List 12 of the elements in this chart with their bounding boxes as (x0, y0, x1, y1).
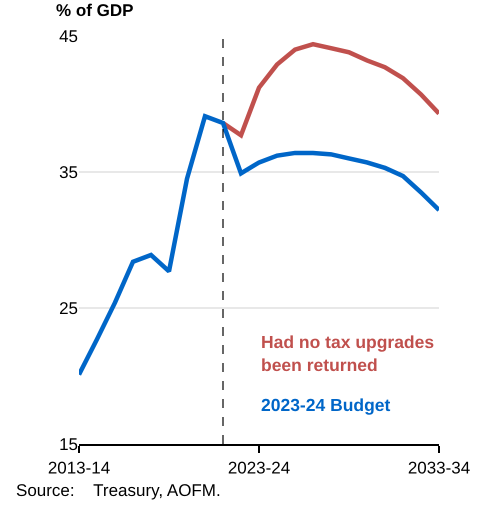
text: 2023-24 Budget (261, 395, 391, 415)
source-note: Source: Treasury, AOFM. (16, 481, 221, 500)
y-tick-label: 15 (59, 434, 78, 454)
y-tick-label: 45 (59, 26, 78, 46)
line-series (79, 114, 439, 377)
x-tick-label: 2033-34 (408, 458, 470, 478)
text: Had no tax upgrades been returned (261, 332, 434, 375)
y-axis-title: % of GDP (56, 1, 134, 20)
y-tick-label: 35 (59, 162, 78, 182)
y-tick-label: 25 (59, 298, 78, 318)
x-tick-label: 2013-14 (48, 458, 110, 478)
x-tick-label: 2023-24 (228, 458, 290, 478)
